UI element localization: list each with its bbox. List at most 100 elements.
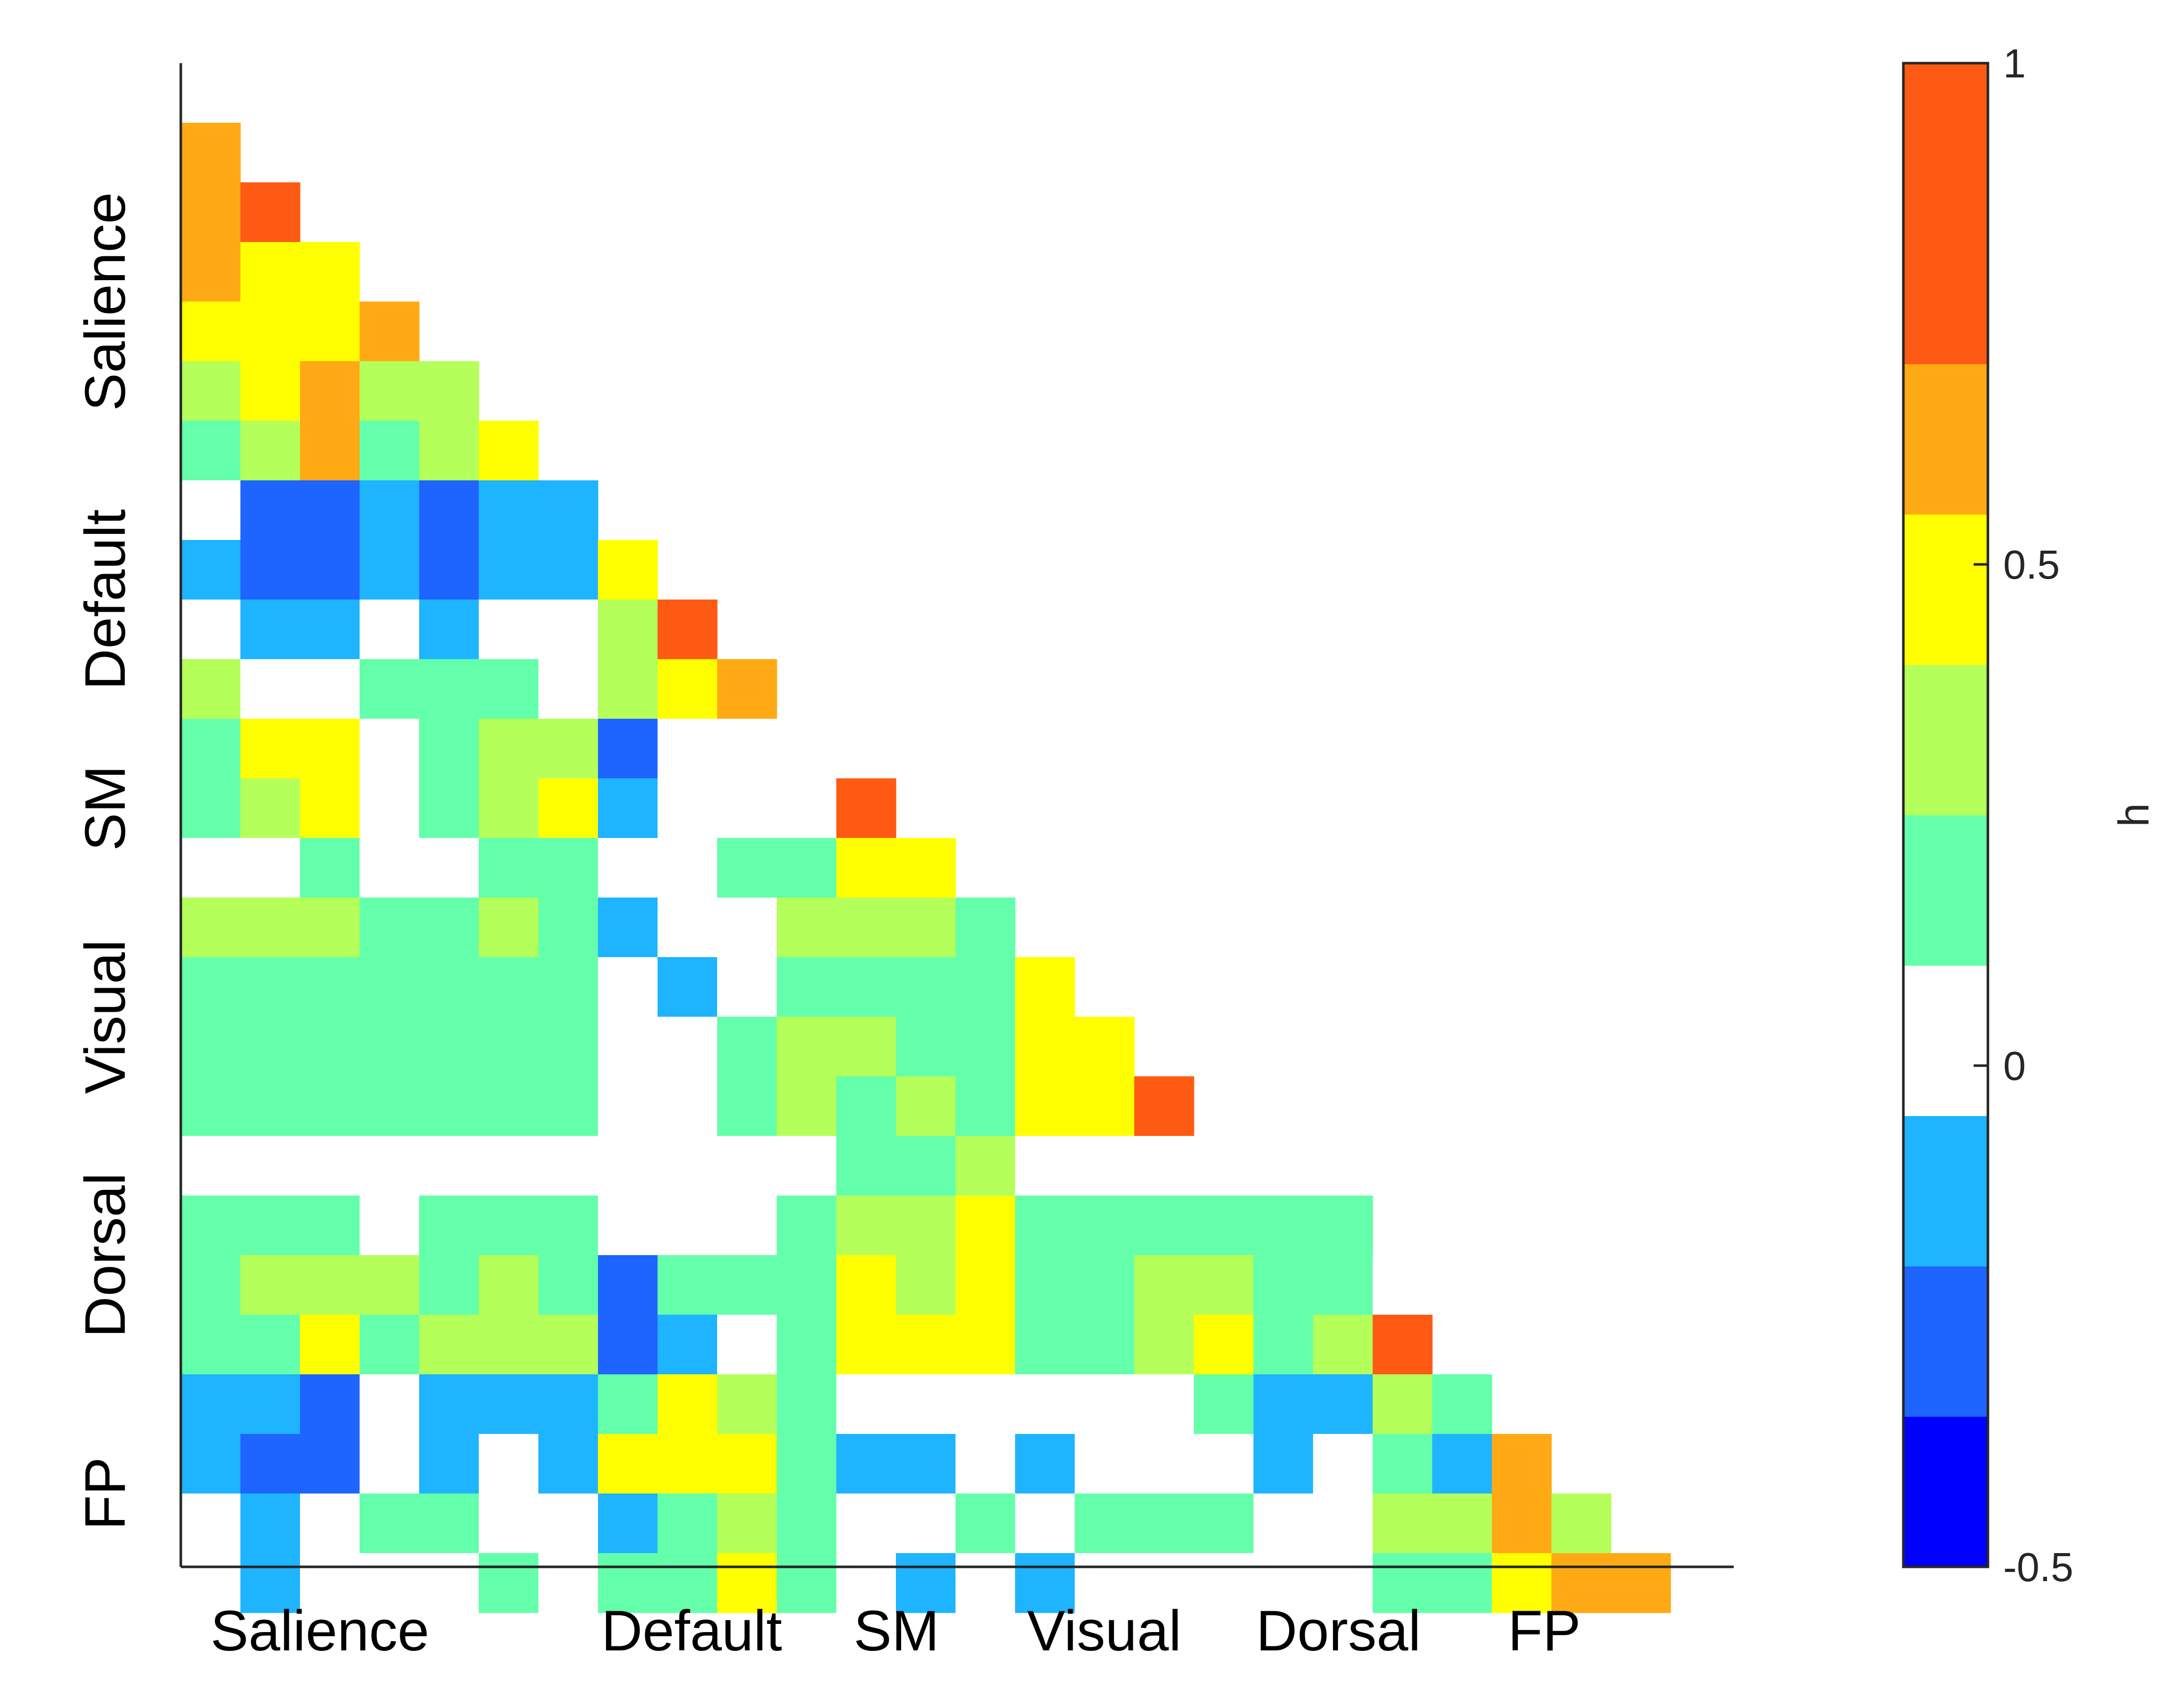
heatmap-cell [717, 1136, 777, 1196]
heatmap-cell [717, 1196, 777, 1256]
heatmap-cell [1253, 1315, 1314, 1375]
heatmap-cell [1075, 1315, 1135, 1375]
heatmap-cell [181, 1315, 241, 1375]
heatmap-cell [419, 361, 479, 421]
heatmap-cell [658, 1434, 718, 1494]
heatmap-cell [360, 1494, 420, 1554]
heatmap-cell [896, 957, 956, 1017]
heatmap-cell [240, 898, 301, 958]
heatmap-cell [1253, 1494, 1314, 1554]
heatmap-cell [360, 480, 420, 540]
col-group-label: Default [602, 1599, 782, 1663]
heatmap-cell [181, 600, 241, 660]
heatmap-cell [896, 1136, 956, 1196]
heatmap-cell [419, 957, 479, 1017]
heatmap-cell [181, 1494, 241, 1554]
heatmap-cell [1134, 1196, 1194, 1256]
heatmap-cell [658, 1553, 718, 1613]
heatmap-cell [1134, 1315, 1194, 1375]
heatmap-cell [717, 719, 777, 779]
heatmap-cell [181, 421, 241, 481]
heatmap-cell [777, 1494, 837, 1554]
heatmap-cell [479, 1374, 539, 1434]
heatmap-cell [181, 1076, 241, 1136]
heatmap-cell [479, 1434, 539, 1494]
heatmap-cell [717, 1076, 777, 1136]
heatmap-cell [300, 1434, 360, 1494]
heatmap-cell [181, 302, 241, 362]
heatmap-cell [538, 719, 598, 779]
heatmap-cell [896, 838, 956, 898]
heatmap-cell [1373, 1553, 1433, 1613]
heatmap-cell [300, 1494, 360, 1554]
heatmap-cell [598, 957, 658, 1017]
heatmap-cell [956, 1553, 1016, 1613]
heatmap-cell [360, 1255, 420, 1315]
heatmap-cell [181, 778, 241, 838]
heatmap-cell [1373, 1494, 1433, 1554]
heatmap-cell [896, 898, 956, 958]
heatmap-cell [360, 778, 420, 838]
colorbar-bins [1903, 63, 1988, 1567]
heatmap-cell [717, 1017, 777, 1077]
heatmap-cell [1194, 1255, 1254, 1315]
heatmap-cell [777, 1255, 837, 1315]
colorbar-bin [1903, 213, 1988, 364]
heatmap-cell [240, 182, 301, 242]
colorbar-bin [1903, 1416, 1988, 1567]
heatmap-cell [1313, 1494, 1373, 1554]
heatmap-cell [598, 898, 658, 958]
heatmap-cell [1015, 1196, 1075, 1256]
heatmap-cell [836, 1434, 896, 1494]
heatmap-cell [658, 838, 718, 898]
heatmap-cell [1075, 1553, 1135, 1613]
heatmap-cell [360, 1315, 420, 1375]
heatmap-cell [777, 719, 837, 779]
heatmap-cell [360, 302, 420, 362]
heatmap-cell [1551, 1494, 1612, 1554]
heatmap-cell [1373, 1434, 1433, 1494]
heatmap-cell [1432, 1434, 1492, 1494]
heatmap-cell [658, 1374, 718, 1434]
heatmap-cell [956, 1494, 1016, 1554]
heatmap-cell [240, 1553, 301, 1613]
heatmap-cell [658, 1076, 718, 1136]
heatmap-cell [538, 1255, 598, 1315]
heatmap-cell [181, 1136, 241, 1196]
heatmap-cell [479, 540, 539, 600]
heatmap-cell [240, 1374, 301, 1434]
heatmap-cell [538, 838, 598, 898]
heatmap-cell [896, 1434, 956, 1494]
heatmap-cell [1194, 1553, 1254, 1613]
heatmap-cell [1611, 1553, 1671, 1613]
heatmap-cell [538, 1374, 598, 1434]
heatmap-cell [896, 1553, 956, 1613]
heatmap-cell [717, 1553, 777, 1613]
heatmap-cell [538, 1076, 598, 1136]
heatmap-cell [538, 1553, 598, 1613]
heatmap-cell [240, 659, 301, 719]
heatmap-cell [1075, 1374, 1135, 1434]
heatmap-cell [479, 480, 539, 540]
heatmap-cell [1313, 1434, 1373, 1494]
heatmap-cell [598, 1553, 658, 1613]
heatmap-cell [717, 1494, 777, 1554]
heatmap-cell [479, 1553, 539, 1613]
heatmap-cell [777, 1017, 837, 1077]
col-group-label: Visual [1027, 1599, 1181, 1663]
heatmap-cell [598, 600, 658, 660]
heatmap-cell [598, 838, 658, 898]
heatmap-cell [1134, 1374, 1194, 1434]
heatmap-cell [479, 421, 539, 481]
heatmap-cell [538, 1494, 598, 1554]
col-group-label: SM [854, 1599, 939, 1663]
heatmap-cell [1075, 1434, 1135, 1494]
heatmap-cell [240, 778, 301, 838]
heatmap-cell [658, 778, 718, 838]
heatmap-cell [717, 1315, 777, 1375]
heatmap-cell [538, 600, 598, 660]
heatmap-cell [300, 302, 360, 362]
heatmap-cell [777, 1196, 837, 1256]
heatmap-cell [538, 778, 598, 838]
heatmap-cell [658, 600, 718, 660]
